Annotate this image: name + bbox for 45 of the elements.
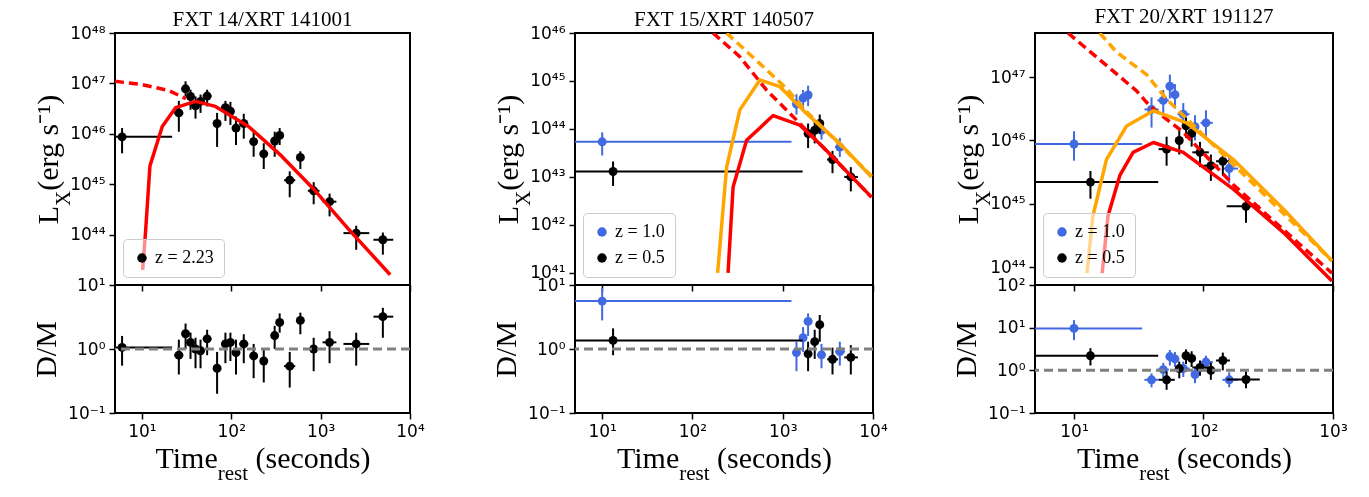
x-tick-label: 10²	[678, 420, 708, 441]
y-tick-label: 10⁴⁶	[990, 129, 1026, 150]
y-tick-label: 10⁴⁴	[990, 256, 1026, 277]
legend-label: z = 2.23	[155, 247, 214, 267]
y-tick-label: 10⁴⁴	[70, 224, 106, 245]
x-tick-label: 10¹	[588, 420, 617, 441]
y-tick-label: 10¹	[77, 274, 106, 295]
y-tick-label: 10⁴⁴	[530, 118, 566, 139]
y-tick-label: 10⁴⁶	[70, 123, 106, 144]
y-tick-label: 10⁴⁵	[530, 70, 566, 91]
y-tick-label: 10⁴⁸	[70, 22, 106, 43]
x-tick-label: 10²	[217, 420, 246, 441]
x-axis-title: Time$_{rest}$ (seconds)	[616, 440, 833, 485]
legend-label: z = 1.0	[1075, 221, 1125, 241]
y-tick-label: 10²	[997, 274, 1026, 295]
legend-label: z = 1.0	[615, 221, 665, 241]
y-tick-label: 10¹	[997, 317, 1026, 338]
x-tick-label: 10³	[1319, 420, 1348, 441]
y-axis-title: D/M	[29, 321, 63, 378]
x-tick-label: 10⁴	[859, 420, 888, 441]
y-axis-title: D/M	[489, 321, 523, 378]
legend-label: z = 0.5	[615, 247, 665, 267]
chart-title: FXT 20/XRT 191127	[1094, 4, 1274, 28]
y-tick-label: 10⁴³	[530, 166, 566, 187]
chart-title: FXT 14/XRT 141001	[172, 7, 353, 31]
y-tick-label: 10⁻¹	[68, 402, 106, 423]
y-tick-label: 10⁻¹	[988, 402, 1026, 423]
y-tick-label: 10⁴⁶	[530, 22, 566, 43]
y-tick-label: 10⁰	[997, 359, 1026, 380]
x-tick-label: 10³	[306, 420, 336, 441]
y-axis-title: D/M	[949, 321, 983, 378]
y-tick-label: 10⁴⁷	[70, 72, 106, 93]
x-tick-label: 10²	[1189, 420, 1219, 441]
x-axis-title: Time$_{rest}$ (seconds)	[155, 440, 371, 485]
y-tick-label: 10⁴⁷	[990, 66, 1026, 87]
x-tick-label: 10³	[769, 420, 798, 441]
y-tick-label: 10⁰	[77, 338, 106, 359]
x-tick-label: 10¹	[1060, 420, 1089, 441]
x-axis-title: Time$_{rest}$ (seconds)	[1076, 440, 1293, 485]
x-tick-label: 10¹	[128, 420, 157, 441]
x-tick-label: 10⁴	[396, 420, 425, 441]
chart-title: FXT 15/XRT 140507	[634, 7, 814, 31]
y-tick-label: 10⁰	[537, 338, 566, 359]
y-tick-label: 10⁻¹	[528, 402, 566, 423]
legend-label: z = 0.5	[1075, 247, 1125, 267]
